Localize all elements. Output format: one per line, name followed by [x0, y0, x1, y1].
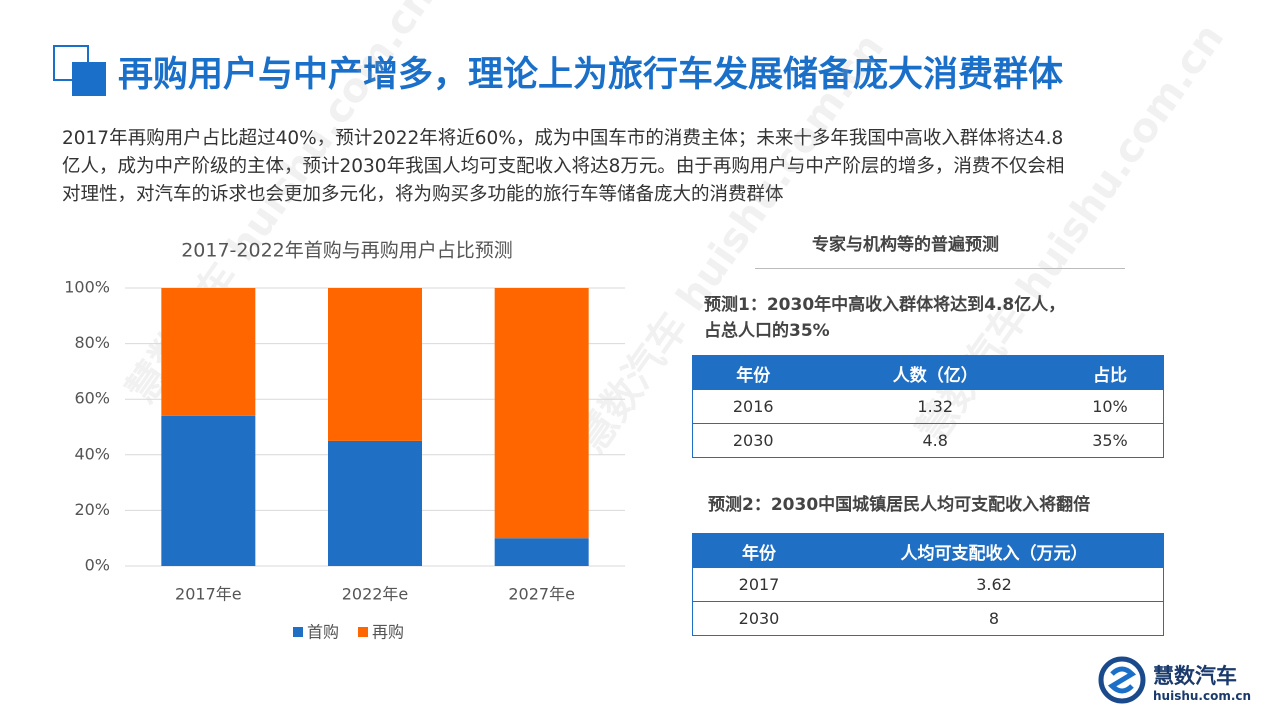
- body-text: 对理性，对汽车的诉求也会更加多元化，将为购买多功能的旅行车等储备庞大的消费群体: [62, 184, 784, 205]
- chart: 2017-2022年首购与再购用户占比预测 0% 20% 40% 60% 80% 100%…: [64, 240, 625, 642]
- x-tick-label: 2027年e: [508, 585, 575, 604]
- x-tick-label: 2017年e: [175, 585, 242, 604]
- forecast-text: 占总人口的35%: [704, 321, 830, 341]
- chart-title: 2017-2022年首购与再购用户占比预测: [181, 240, 513, 262]
- th: 年份: [692, 355, 814, 390]
- bar: [328, 440, 422, 566]
- th: 人数（亿）: [813, 355, 1057, 390]
- forecast-text: 预测2：2030中国城镇居民人均可支配收入将翻倍: [708, 495, 1091, 515]
- td: 10%: [1056, 390, 1164, 424]
- td: 1.32: [813, 390, 1057, 424]
- y-tick-label: 20%: [74, 500, 110, 519]
- y-tick-label: 40%: [74, 444, 110, 463]
- legend-swatch: [293, 627, 303, 637]
- legend-label: 首购: [307, 623, 339, 642]
- legend-swatch: [358, 627, 368, 637]
- td: 4.8: [813, 423, 1057, 458]
- td: 2017: [692, 568, 825, 602]
- bar: [494, 538, 589, 566]
- bar: [161, 415, 256, 566]
- y-tick-label: 80%: [74, 333, 110, 352]
- y-tick-label: 100%: [64, 278, 110, 297]
- td: 2030: [692, 601, 825, 636]
- slide-title: 再购用户与中产增多，理论上为旅行车发展储备庞大消费群体: [118, 55, 1064, 95]
- y-tick-label: 0%: [85, 556, 110, 575]
- body-text: 2017年再购用户占比超过40%，预计2022年将近60%，成为中国车市的消费主…: [62, 128, 1064, 149]
- th: 年份: [692, 533, 825, 568]
- table: 年份 人均可支配收入（万元） 2017 3.62 2030 8: [692, 533, 1164, 636]
- logo-icon: [1098, 656, 1146, 704]
- td: 2016: [692, 390, 814, 424]
- td: 2030: [692, 423, 814, 458]
- body-text: 亿人，成为中产阶级的主体，预计2030年我国人均可支配收入将达8万元。由于再购用…: [62, 156, 1065, 177]
- td: 35%: [1056, 423, 1164, 458]
- td: 3.62: [825, 568, 1164, 602]
- td: 8: [825, 601, 1164, 636]
- logo-url: huishu.com.cn: [1153, 689, 1252, 703]
- th: 占比: [1056, 355, 1164, 390]
- table: 年份 人数（亿） 占比 2016 1.32 10% 2030 4.8 35%: [692, 355, 1164, 458]
- divider: [755, 268, 1125, 269]
- y-tick-label: 60%: [74, 389, 110, 408]
- bar: [328, 288, 422, 441]
- panel-title: 专家与机构等的普遍预测: [812, 235, 999, 255]
- th: 人均可支配收入（万元）: [825, 533, 1164, 568]
- forecast-text: 预测1：2030年中高收入群体将达到4.8亿人，: [704, 295, 1066, 315]
- icon-fill: [72, 62, 106, 96]
- x-tick-label: 2022年e: [342, 585, 409, 604]
- logo-name: 慧数汽车: [1153, 664, 1237, 688]
- bar: [161, 288, 256, 416]
- bar: [494, 288, 589, 539]
- legend-label: 再购: [372, 623, 404, 642]
